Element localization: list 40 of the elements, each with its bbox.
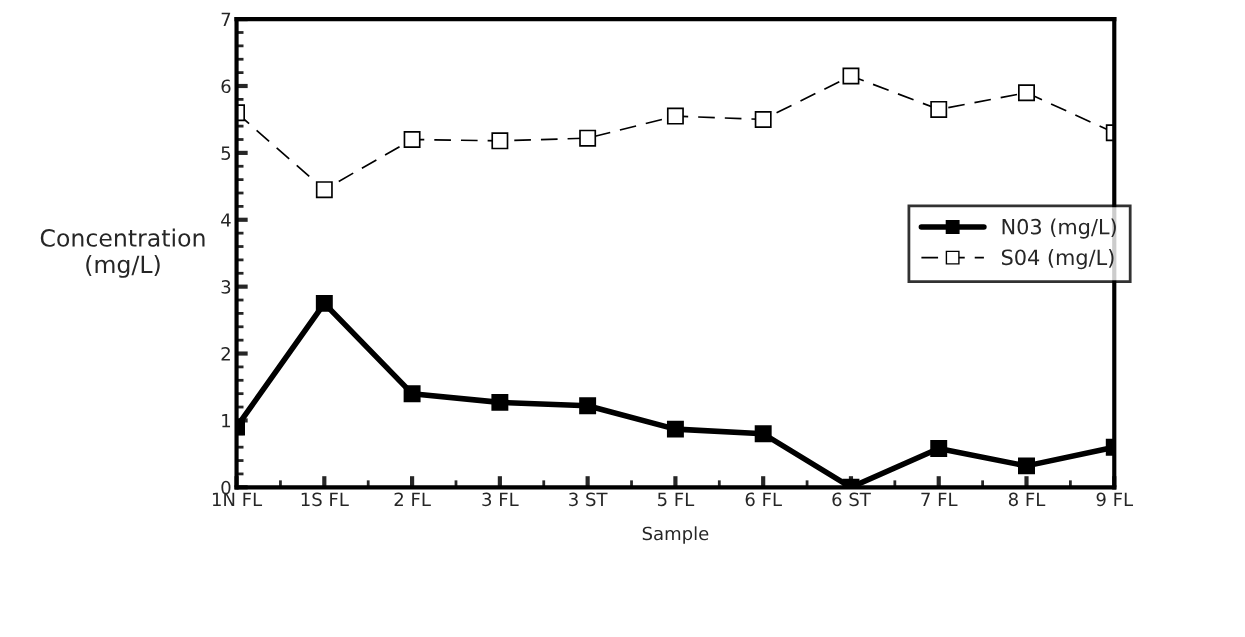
x-tick-label: 3 FL — [482, 492, 519, 507]
x-tick-label: 7 FL — [921, 492, 958, 506]
point — [1018, 84, 1035, 102]
y-axis-title: Concentration (mg/L) — [40, 228, 205, 278]
point — [579, 129, 597, 147]
y-tick-label: 5 — [221, 146, 231, 160]
legend-label: N03 (mg/L) — [1002, 218, 1116, 239]
point — [930, 100, 948, 118]
legend-label: S04 (mg/L) — [1001, 249, 1114, 270]
x-tick-label: 6 ST — [832, 492, 871, 507]
point — [842, 67, 860, 85]
point — [491, 132, 509, 150]
y-tick-label: 4 — [221, 213, 231, 227]
point — [491, 393, 509, 411]
y-tick-label: 0 — [221, 480, 231, 495]
y-tick-label: 6 — [221, 79, 231, 94]
y-tick-label: 7 — [221, 12, 231, 26]
x-tick-label: 3 ST — [569, 492, 608, 507]
point — [754, 425, 772, 443]
y-tick-label: 2 — [221, 346, 230, 361]
point — [579, 397, 597, 415]
point — [315, 294, 333, 312]
y-tick-label: 3 — [221, 280, 231, 294]
point — [754, 110, 772, 128]
point — [1018, 457, 1035, 475]
x-tick-label: 5 FL — [657, 492, 695, 507]
x-tick-label: 9 FL — [1096, 492, 1134, 507]
x-tick-label: 6 FL — [745, 492, 782, 507]
point — [403, 131, 421, 148]
point — [930, 440, 948, 457]
x-tick-label: 8 FL — [1008, 492, 1046, 507]
point — [315, 181, 333, 199]
point — [666, 107, 684, 125]
x-tick-label: 2 FL — [394, 492, 431, 506]
y-tick-label: 1 — [222, 414, 231, 428]
x-axis-title: Sample — [642, 526, 709, 544]
x-tick-label: 1S FL — [301, 492, 349, 507]
x-tick-label: 1N FL — [212, 492, 263, 506]
point — [666, 420, 684, 438]
point — [403, 385, 421, 403]
